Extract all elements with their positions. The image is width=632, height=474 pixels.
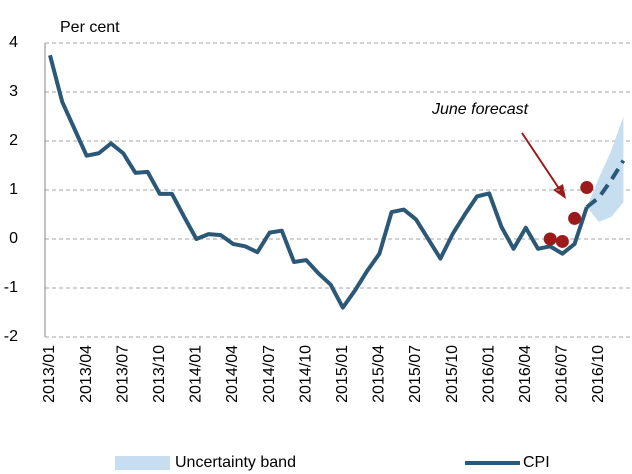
x-tick-label: 2016/07 (554, 345, 571, 403)
june-forecast-point (580, 181, 594, 195)
x-tick-label: 2014/10 (297, 345, 314, 403)
annotation: June forecast (431, 101, 529, 118)
legend-label: Uncertainty band (175, 454, 296, 471)
x-tick-label: 2015/10 (444, 345, 461, 403)
x-tick-label: 2015/07 (407, 345, 424, 403)
uncertainty-band (586, 116, 624, 222)
legend-swatch (115, 456, 170, 470)
x-tick-label: 2013/01 (41, 345, 58, 403)
y-tick-label: -1 (4, 279, 18, 296)
june-forecast-point (543, 232, 557, 246)
x-tick-label: 2016/10 (590, 345, 607, 403)
y-tick-label: -2 (4, 328, 18, 345)
annotation-arrow-head (553, 184, 566, 199)
y-tick-label: 3 (9, 83, 18, 100)
forecast-line (585, 159, 626, 209)
y-tick-label: 1 (9, 181, 18, 198)
x-tick-label: 2016/04 (517, 345, 534, 403)
june-forecast-point (555, 234, 569, 248)
x-tick-label: 2013/04 (78, 345, 95, 403)
june-forecast-point (568, 211, 582, 225)
y-tick-label: 2 (9, 132, 18, 149)
cpi-line (48, 54, 589, 310)
y-tick-label: 4 (9, 34, 18, 51)
legend-label: CPI (523, 454, 550, 471)
x-tick-label: 2014/01 (188, 345, 205, 403)
annotation-arrow (521, 132, 561, 191)
x-tick-label: 2014/04 (224, 345, 241, 403)
x-tick-label: 2016/01 (480, 345, 497, 403)
x-tick-label: 2014/07 (261, 345, 278, 403)
x-tick-label: 2013/10 (151, 345, 168, 403)
y-tick-label: 0 (9, 230, 18, 247)
x-tick-label: 2013/07 (114, 345, 131, 403)
x-tick-label: 2015/01 (334, 345, 351, 403)
y-axis-label: Per cent (60, 19, 120, 36)
x-tick-label: 2015/04 (371, 345, 388, 403)
